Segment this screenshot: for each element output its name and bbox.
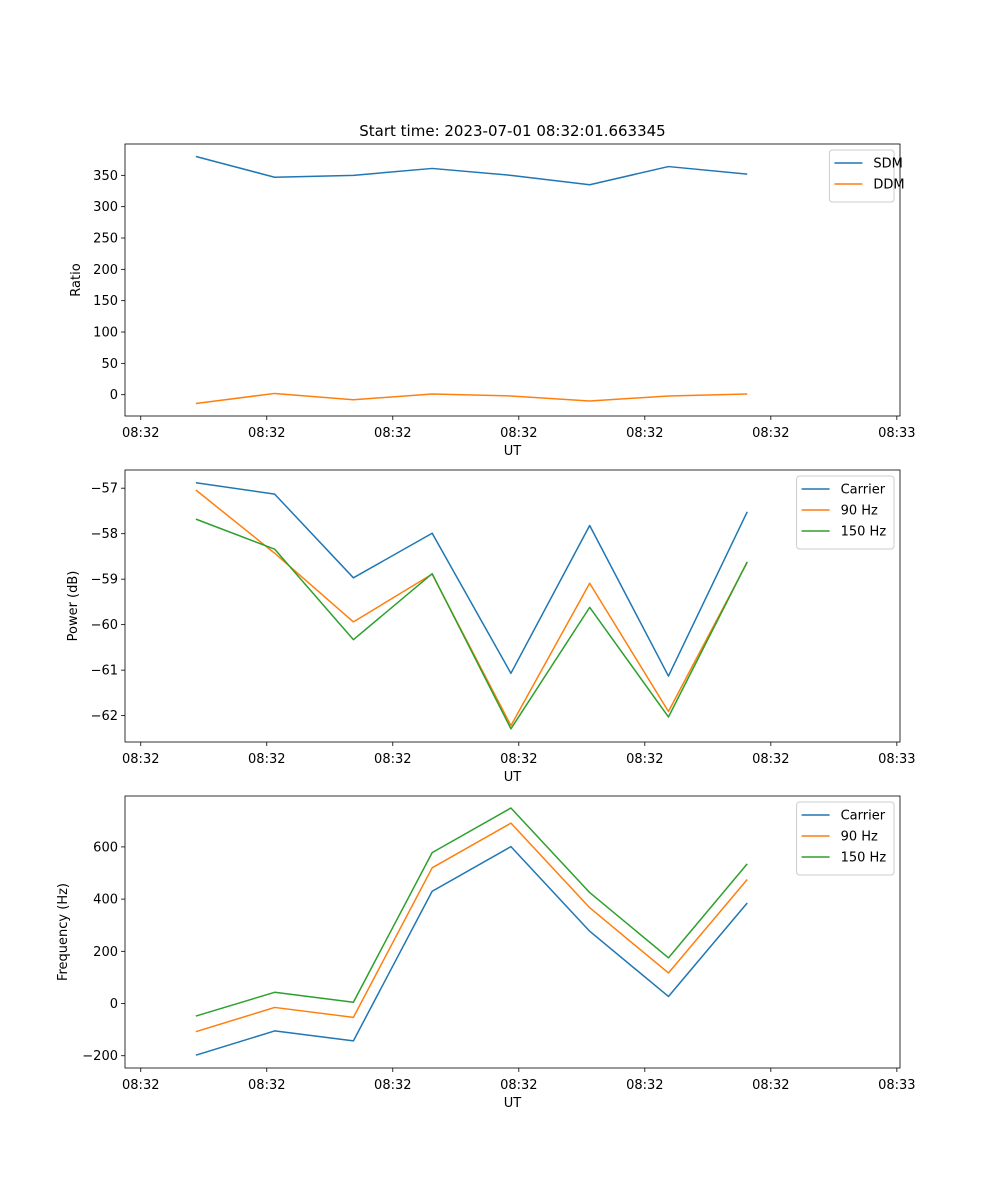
series-line-90-hz <box>195 822 748 1033</box>
series-line-sdm <box>195 155 748 186</box>
x-tick-label: 08:32 <box>626 426 663 441</box>
y-tick-label: −60 <box>91 618 118 633</box>
y-axis-label: Ratio <box>69 263 84 296</box>
y-tick-label: 100 <box>93 326 118 341</box>
x-tick-label: 08:32 <box>122 752 159 767</box>
x-tick-label: 08:33 <box>878 1078 915 1093</box>
legend-entry: SDM <box>873 157 902 172</box>
plot-frame <box>124 469 901 743</box>
x-axis-label: UT <box>504 770 522 785</box>
legend: Carrier 90 Hz 150 Hz <box>796 801 895 876</box>
y-tick-label: −57 <box>91 482 118 497</box>
x-axis-label: UT <box>504 444 522 459</box>
x-tick-label: 08:32 <box>122 426 159 441</box>
y-tick-label: 600 <box>93 840 118 855</box>
legend-entry: 90 Hz <box>841 830 878 845</box>
legend-entry: 150 Hz <box>841 525 887 540</box>
series-line-carrier <box>195 845 748 1056</box>
x-tick-label: 08:32 <box>374 426 411 441</box>
x-tick-label: 08:32 <box>626 1078 663 1093</box>
y-tick-label: 350 <box>93 169 118 184</box>
x-tick-label: 08:32 <box>500 1078 537 1093</box>
x-tick-label: 08:32 <box>374 1078 411 1093</box>
y-tick-label: −200 <box>82 1049 118 1064</box>
legend: Carrier 90 Hz 150 Hz <box>796 475 895 550</box>
plot-frame <box>124 795 901 1069</box>
y-axis-label: Power (dB) <box>66 571 81 642</box>
y-tick-label: −59 <box>91 573 118 588</box>
y-tick-label: 250 <box>93 232 118 247</box>
series-line-150-hz <box>195 807 748 1017</box>
y-tick-label: 0 <box>110 388 118 403</box>
plot-frame <box>124 143 901 417</box>
legend-entry: 150 Hz <box>841 851 887 866</box>
x-tick-label: 08:32 <box>248 752 285 767</box>
legend-entry: Carrier <box>841 809 886 824</box>
legend-entry: Carrier <box>841 483 886 498</box>
x-tick-label: 08:32 <box>752 426 789 441</box>
y-tick-label: 150 <box>93 294 118 309</box>
legend: SDM DDM <box>828 149 905 203</box>
x-tick-label: 08:32 <box>248 1078 285 1093</box>
chart-title: Start time: 2023-07-01 08:32:01.663345 <box>359 122 665 140</box>
x-tick-label: 08:33 <box>878 426 915 441</box>
y-tick-label: −62 <box>91 709 118 724</box>
y-tick-label: 200 <box>93 945 118 960</box>
x-tick-label: 08:32 <box>374 752 411 767</box>
x-axis-label: UT <box>504 1096 522 1111</box>
x-tick-label: 08:32 <box>500 426 537 441</box>
x-tick-label: 08:32 <box>122 1078 159 1093</box>
x-tick-label: 08:32 <box>752 752 789 767</box>
legend-entry: 90 Hz <box>841 504 878 519</box>
x-tick-label: 08:32 <box>500 752 537 767</box>
panels: 08:32 08:32 08:32 08:32 08:32 08:32 08:33 0 50 10… <box>56 143 916 1111</box>
series-line-150-hz <box>195 518 748 730</box>
x-tick-label: 08:32 <box>752 1078 789 1093</box>
y-tick-label: 0 <box>110 997 118 1012</box>
y-axis-label: Frequency (Hz) <box>56 883 71 981</box>
y-tick-label: −58 <box>91 527 118 542</box>
y-tick-label: 50 <box>101 357 118 372</box>
panel-2: 08:32 08:32 08:32 08:32 08:32 08:32 08:33 −62 −6… <box>66 469 916 785</box>
panel-1: 08:32 08:32 08:32 08:32 08:32 08:32 08:33 0 50 10… <box>69 143 916 459</box>
x-tick-label: 08:32 <box>626 752 663 767</box>
y-tick-label: 400 <box>93 893 118 908</box>
series-line-carrier <box>195 481 748 677</box>
y-tick-label: 200 <box>93 263 118 278</box>
x-tick-label: 08:32 <box>248 426 285 441</box>
y-tick-label: 300 <box>93 200 118 215</box>
series-line-ddm <box>195 392 748 405</box>
y-tick-label: −61 <box>91 664 118 679</box>
x-tick-label: 08:33 <box>878 752 915 767</box>
legend-entry: DDM <box>873 178 904 193</box>
panel-3: 08:32 08:32 08:32 08:32 08:32 08:32 08:33 −200 0… <box>56 795 916 1111</box>
